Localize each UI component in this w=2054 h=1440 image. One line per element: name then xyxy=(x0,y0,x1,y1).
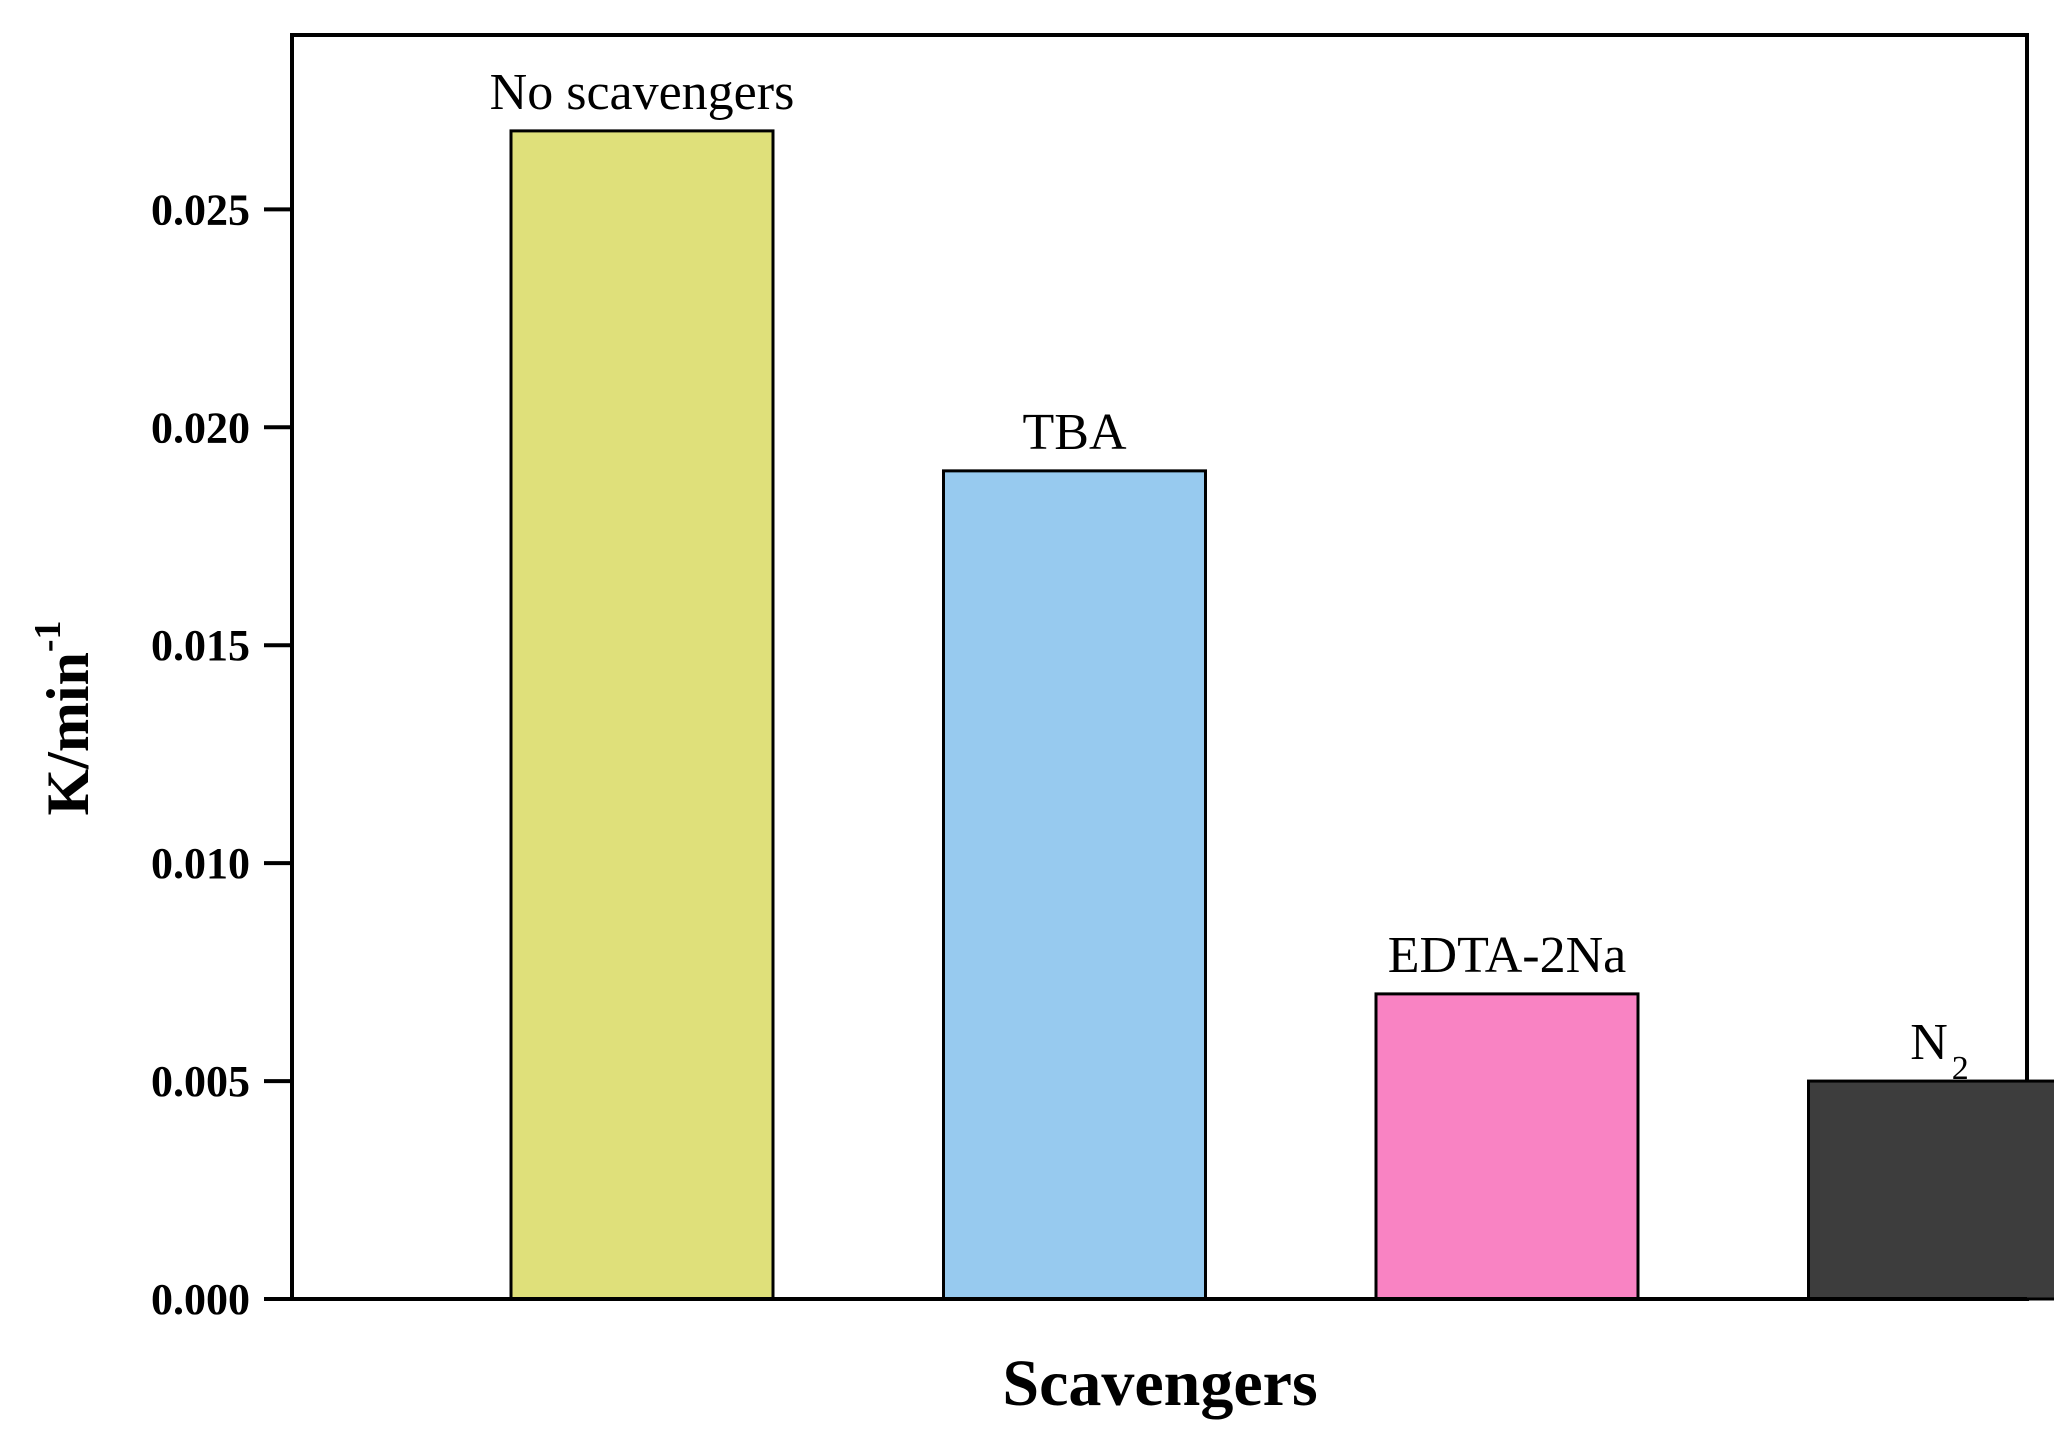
y-tick-label: 0.015 xyxy=(151,621,250,670)
y-tick-label: 0.010 xyxy=(151,839,250,888)
y-axis-title-superscript: -1 xyxy=(27,620,69,652)
bar-label-text: N xyxy=(1910,1014,1948,1071)
bar-label-text: No scavengers xyxy=(490,64,795,121)
bar xyxy=(1807,1079,2054,1301)
bars-group xyxy=(509,129,2054,1301)
bar xyxy=(942,469,1207,1301)
y-tick-label: 0.005 xyxy=(151,1057,250,1106)
bar-labels-group: No scavengers TBA EDTA-2Na N 2 xyxy=(490,64,1969,1087)
bar-label: TBA xyxy=(1023,404,1127,461)
bar-label-text: TBA xyxy=(1023,404,1127,461)
bar-label: No scavengers xyxy=(490,64,795,121)
y-tick-label: 0.020 xyxy=(151,403,250,452)
bar xyxy=(509,129,775,1301)
y-tick-label: 0.025 xyxy=(151,185,250,234)
bar-label-subscript: 2 xyxy=(1952,1050,1969,1087)
bar-label-text: EDTA-2Na xyxy=(1388,927,1626,984)
y-tick-label: 0.000 xyxy=(151,1275,250,1324)
y-axis-title: K/min-1 xyxy=(27,620,101,815)
y-axis-title-main: K/min xyxy=(35,652,101,815)
x-axis-title: Scavengers xyxy=(1002,1347,1317,1420)
bar-label: EDTA-2Na xyxy=(1388,927,1626,984)
y-axis: 0.000 0.005 0.010 0.015 0.020 0.025 xyxy=(151,185,292,1324)
bar xyxy=(1374,992,1640,1301)
